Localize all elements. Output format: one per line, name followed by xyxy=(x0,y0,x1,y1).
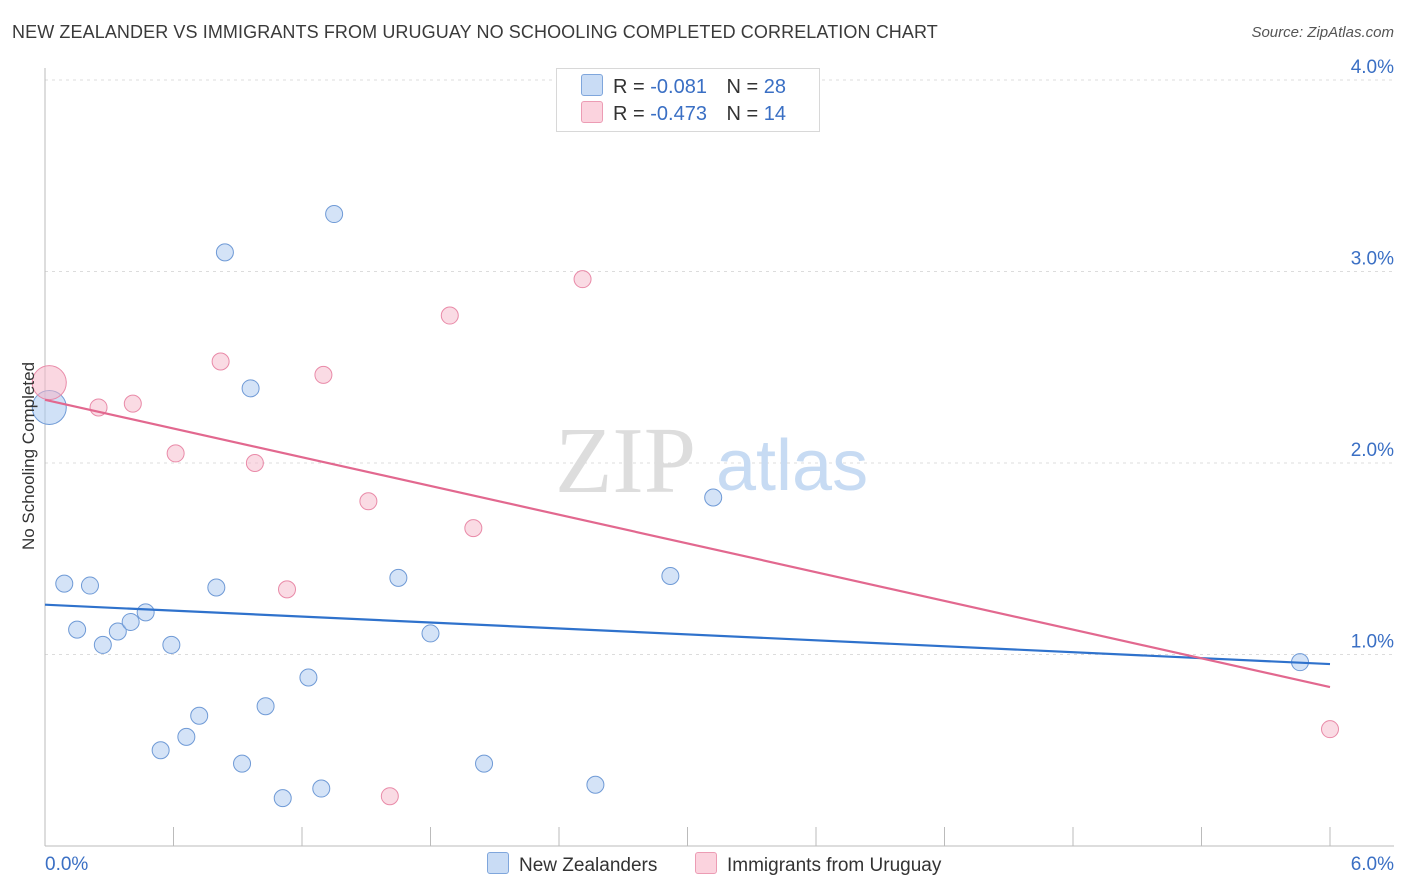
y-tick-label: 4.0% xyxy=(1351,57,1394,78)
watermark-atlas: atlas xyxy=(716,426,868,506)
legend-r-value: -0.473 xyxy=(650,103,707,125)
point-uruguay xyxy=(440,306,459,325)
x-tick-label: 0.0% xyxy=(45,854,88,875)
legend-n-value: 28 xyxy=(763,76,787,98)
point-new-zealanders xyxy=(190,706,209,725)
point-new-zealanders xyxy=(256,697,275,716)
point-new-zealanders xyxy=(325,205,344,224)
y-tick-label: 1.0% xyxy=(1351,632,1394,653)
source-label: Source: ZipAtlas.com xyxy=(1251,24,1394,41)
point-new-zealanders xyxy=(108,622,127,641)
point-new-zealanders xyxy=(162,635,181,654)
legend-swatch-pink xyxy=(581,101,603,123)
point-new-zealanders xyxy=(421,624,440,643)
point-new-zealanders xyxy=(68,620,87,639)
trendline-uruguay xyxy=(44,398,1331,689)
axis-layer: 1.0% 2.0% 3.0% 4.0% 0.0% 6.0% xyxy=(44,57,1394,875)
point-new-zealanders xyxy=(273,789,292,808)
watermark-zip: ZIP xyxy=(555,409,696,513)
y-tick-label: 2.0% xyxy=(1351,440,1394,461)
point-new-zealanders xyxy=(475,754,494,773)
point-new-zealanders xyxy=(55,574,74,593)
stats-legend-row-uruguay: R = -0.473 N = 14 xyxy=(581,101,786,127)
y-axis-label: No Schooling Completed xyxy=(19,362,38,550)
point-new-zealanders xyxy=(312,779,331,798)
point-uruguay xyxy=(573,270,592,289)
legend-r-label: R = xyxy=(613,103,645,125)
chart-title: NEW ZEALANDER VS IMMIGRANTS FROM URUGUAY… xyxy=(12,22,938,42)
point-new-zealanders xyxy=(389,568,408,587)
point-new-zealanders xyxy=(215,243,234,262)
legend-r-label: R = xyxy=(613,76,645,98)
legend-r-value: -0.081 xyxy=(650,76,707,98)
legend-item-uruguay: Immigrants from Uruguay xyxy=(695,852,941,877)
legend-n-value: 14 xyxy=(763,103,787,125)
y-tick-label: 3.0% xyxy=(1351,249,1394,270)
legend-swatch-pink xyxy=(695,852,717,874)
point-new-zealanders xyxy=(233,754,252,773)
point-uruguay xyxy=(123,394,142,413)
stats-legend-row-new-zealanders: R = -0.081 N = 28 xyxy=(581,74,786,100)
point-uruguay xyxy=(359,492,378,511)
legend-n-label: N = xyxy=(726,103,759,125)
legend-swatch-blue xyxy=(487,852,509,874)
stats-legend: R = -0.081 N = 28 R = -0.473 N = 14 xyxy=(556,68,820,132)
trend-layer xyxy=(44,398,1331,689)
point-uruguay xyxy=(166,444,185,463)
point-uruguay xyxy=(1321,720,1339,739)
legend-label: New Zealanders xyxy=(519,855,658,876)
point-new-zealanders xyxy=(121,612,140,631)
legend-item-new-zealanders: New Zealanders xyxy=(487,852,657,877)
legend-swatch-blue xyxy=(581,74,603,96)
legend-label: Immigrants from Uruguay xyxy=(727,855,942,876)
point-new-zealanders xyxy=(299,668,318,687)
point-new-zealanders xyxy=(207,578,226,597)
x-tick-label: 6.0% xyxy=(1351,854,1394,875)
trendline-new-zealanders xyxy=(44,603,1331,666)
point-new-zealanders xyxy=(93,635,112,654)
point-new-zealanders xyxy=(136,603,155,622)
point-new-zealanders xyxy=(704,488,723,507)
legend-n-label: N = xyxy=(726,76,759,98)
point-uruguay xyxy=(464,519,483,538)
point-new-zealanders xyxy=(661,566,680,585)
point-new-zealanders xyxy=(177,727,196,746)
point-new-zealanders xyxy=(241,379,260,398)
point-uruguay xyxy=(278,580,297,599)
point-uruguay xyxy=(314,365,333,384)
point-uruguay xyxy=(245,454,264,472)
point-new-zealanders xyxy=(151,741,170,760)
point-uruguay xyxy=(380,787,399,806)
grid-layer xyxy=(45,79,1394,655)
point-uruguay xyxy=(211,352,230,371)
point-new-zealanders xyxy=(80,576,99,595)
point-new-zealanders xyxy=(586,775,605,794)
watermark: ZIP atlas xyxy=(555,409,868,513)
point-uruguay xyxy=(31,365,67,401)
